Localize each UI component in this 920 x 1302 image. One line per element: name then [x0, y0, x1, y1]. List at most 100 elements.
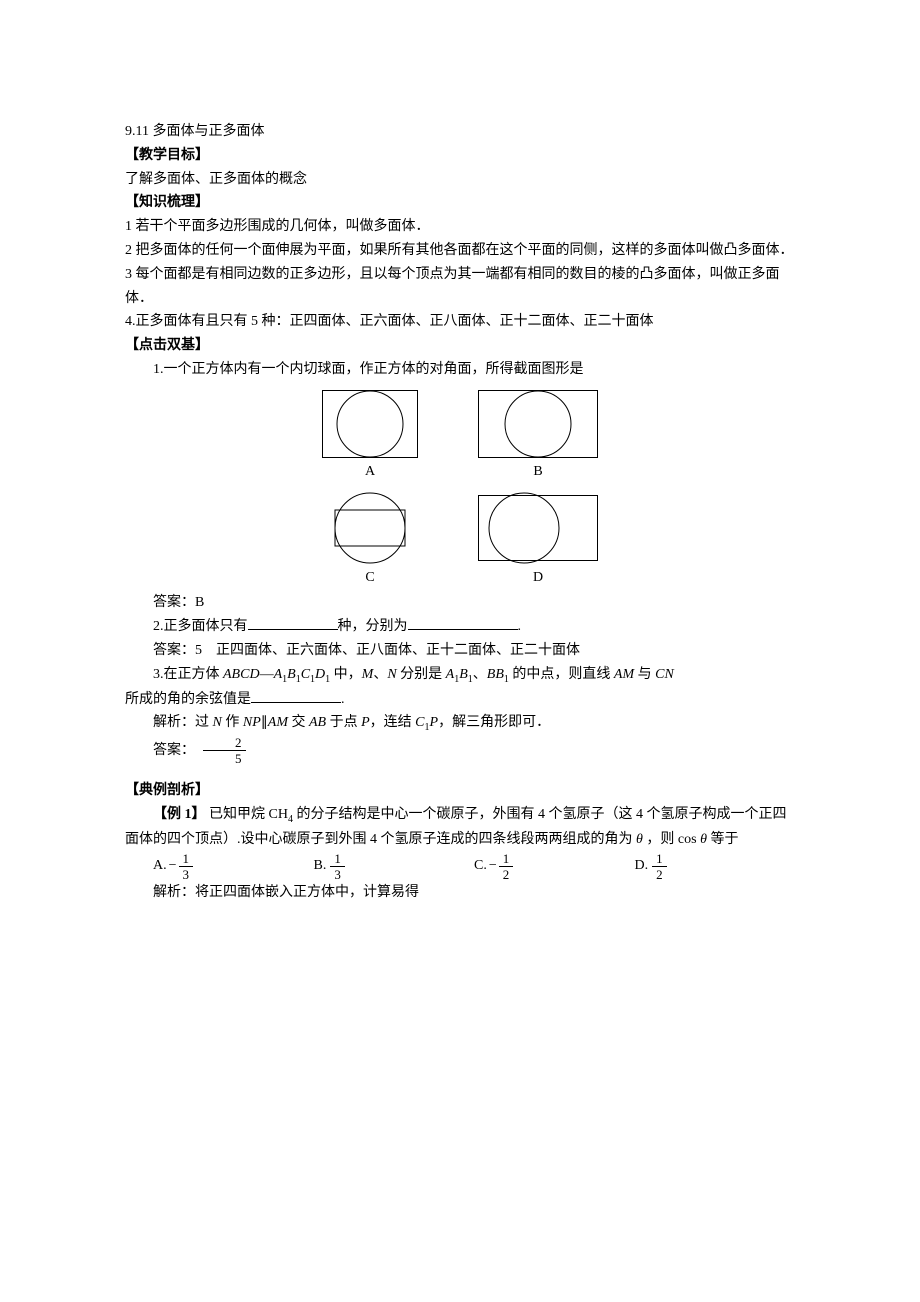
ex1-theta1: θ [636, 832, 643, 847]
q3-answer-num: 2 [203, 736, 246, 751]
q1-diagram-d: D [478, 492, 598, 590]
q2-prefix: 2.正多面体只有 [153, 619, 248, 634]
q1-answer-label: 答案： [153, 595, 195, 610]
ex1-analysis-label: 解析： [153, 885, 195, 900]
q3-answer-label: 答案： [125, 739, 195, 763]
ex1-a-den: 3 [179, 867, 194, 881]
q2-answer: 答案：5 正四面体、正六面体、正八面体、正十二面体、正二十面体 [125, 639, 795, 663]
q3-a-N: N [213, 715, 222, 730]
knowledge-4: 4.正多面体有且只有 5 种：正四面体、正六面体、正八面体、正十二面体、正二十面… [125, 310, 795, 334]
heading-goal: 【教学目标】 [125, 144, 795, 168]
ex1-opt-d: D. 1 2 [635, 852, 796, 881]
q3-B1: B [287, 667, 296, 682]
q3-l1-with: 与 [634, 667, 655, 682]
q3-a-C1Pc: C [415, 715, 424, 730]
q1-diagram-c: C [322, 492, 418, 590]
q3-a-mid1: 作 [222, 715, 243, 730]
diagram-c-label: C [322, 566, 418, 590]
ex1-d-frac: 1 2 [652, 852, 667, 881]
diagram-a-label: A [322, 460, 418, 484]
q3-a-mid4: ，连结 [370, 715, 416, 730]
q2-answer-label: 答案： [153, 643, 195, 658]
diagram-c-svg [322, 492, 418, 564]
q1-diagram-a: A [322, 390, 418, 484]
ex1-c-sign: − [489, 854, 497, 878]
q3-a-par: ∥ [261, 715, 268, 730]
ex1-a-frac: 1 3 [179, 852, 194, 881]
ex1-l1d: 等于 [707, 832, 739, 847]
q3-line2: 所成的角的余弦值是. [125, 688, 795, 712]
ex1-c-label: C. [474, 854, 487, 878]
q2-mid: 种，分别为 [338, 619, 408, 634]
q3-a-P: P [361, 715, 370, 730]
q3-A1: A [274, 667, 283, 682]
section-number: 9.11 多面体与正多面体 [125, 120, 795, 144]
q3-l1-mn: 、 [373, 667, 387, 682]
q3-dash: — [260, 667, 274, 682]
ex1-opt-a: A. − 1 3 [153, 852, 314, 881]
ex1-opt-c: C. − 1 2 [474, 852, 635, 881]
q1-diagram-row-1: A B [125, 390, 795, 484]
q3-ABCD: ABCD [223, 667, 260, 682]
ex1-c-num: 1 [499, 852, 514, 867]
q3-AMm: M [622, 667, 634, 682]
ex1-c-frac: 1 2 [499, 852, 514, 881]
q3-a-NPp: P [252, 715, 261, 730]
q3-answer-den: 5 [203, 751, 246, 765]
ex1-label: 【例 1】 [153, 807, 206, 822]
ex1-a-num: 1 [179, 852, 194, 867]
q3-A1B1a: A [446, 667, 455, 682]
q3-a-NPn: N [243, 715, 252, 730]
ex1-l1c: ，则 cos [643, 832, 700, 847]
q3-l1-pre: 3.在正方体 [153, 667, 223, 682]
diagram-b-label: B [478, 460, 598, 484]
q3-A1B1b: B [459, 667, 468, 682]
q3-l1-and: 、 [473, 667, 487, 682]
q3-M: M [362, 667, 374, 682]
q3-BB1b: B [495, 667, 504, 682]
q3-C1: C [301, 667, 310, 682]
ex1-opt-b: B. 1 3 [314, 852, 475, 881]
q2-text: 2.正多面体只有种，分别为. [125, 615, 795, 639]
q3-l1-body: 中， [330, 667, 362, 682]
q3-N: N [387, 667, 396, 682]
knowledge-1: 1 若干个平面多边形围成的几何体，叫做多面体． [125, 215, 795, 239]
ex1-b-den: 3 [330, 867, 345, 881]
ex1-d-label: D. [635, 854, 649, 878]
heading-examples: 【典例剖析】 [125, 779, 795, 803]
q3-a-end: ，解三角形即可． [438, 715, 550, 730]
goal-text: 了解多面体、正多面体的概念 [125, 168, 795, 192]
q2-answer-value: 5 正四面体、正六面体、正八面体、正十二面体、正二十面体 [195, 643, 580, 658]
ex1-b-num: 1 [330, 852, 345, 867]
q3-l2-suffix: . [341, 692, 345, 707]
q3-answer-frac: 2 5 [203, 736, 246, 765]
ex1-theta2: θ [700, 832, 707, 847]
heading-knowledge: 【知识梳理】 [125, 191, 795, 215]
q1-answer-value: B [195, 595, 204, 610]
q2-blank-1 [248, 615, 338, 630]
q1-text: 1.一个正方体内有一个内切球面，作正方体的对角面，所得截面图形是 [125, 358, 795, 382]
ex1-analysis-text: 将正四面体嵌入正方体中，计算易得 [195, 885, 419, 900]
diagram-a-svg [322, 390, 418, 458]
q2-blank-2 [408, 615, 518, 630]
ex1-d-den: 2 [652, 867, 667, 881]
ex1-d-num: 1 [652, 852, 667, 867]
q3-l1-mid: 分别是 [397, 667, 446, 682]
ex1-c-den: 2 [499, 867, 514, 881]
diagram-b-svg [478, 390, 598, 458]
q3-a-ABb: B [318, 715, 327, 730]
q3-line1: 3.在正方体 ABCD—A1B1C1D1 中，M、N 分别是 A1B1、BB1 … [125, 663, 795, 688]
ex1-text: 【例 1】 已知甲烷 CH4 的分子结构是中心一个碳原子，外围有 4 个氢原子（… [125, 803, 795, 852]
q3-a-mid3: 于点 [326, 715, 361, 730]
heading-basics: 【点击双基】 [125, 334, 795, 358]
q3-a-mid2: 交 [288, 715, 309, 730]
ex1-l1: 已知甲烷 CH [209, 807, 288, 822]
q3-analysis-label: 解析： [153, 715, 195, 730]
q3-a-pre: 过 [195, 715, 213, 730]
q3-a-AMm: M [276, 715, 288, 730]
q1-diagram-row-2: C D [125, 492, 795, 590]
q3-D1: D [315, 667, 325, 682]
q3-CNn: N [665, 667, 674, 682]
ex1-options: A. − 1 3 B. 1 3 C. − 1 2 D. 1 [153, 852, 795, 881]
q3-l1-mid2: 的中点，则直线 [509, 667, 614, 682]
